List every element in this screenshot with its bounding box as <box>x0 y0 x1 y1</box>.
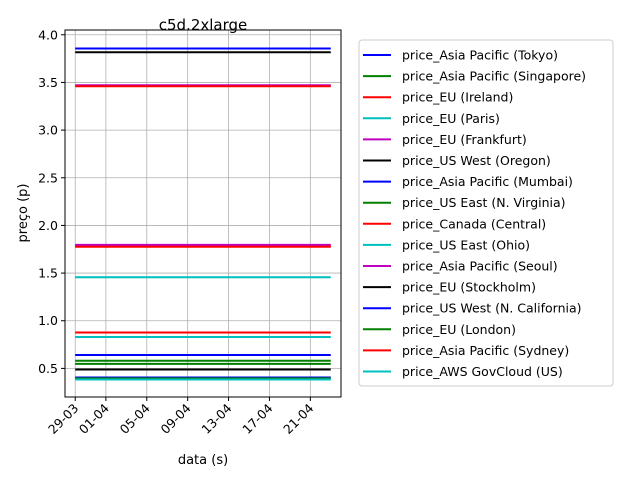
y-tick-label: 4.0 <box>38 27 58 42</box>
legend-label: price_EU (Stockholm) <box>402 280 536 295</box>
legend-label: price_Asia Pacific (Singapore) <box>402 69 586 84</box>
legend-label: price_Asia Pacific (Sydney) <box>402 343 569 358</box>
legend-frame <box>358 39 614 387</box>
legend-label: price_US East (N. Virginia) <box>402 195 566 210</box>
y-axis-label: preço (p) <box>16 184 31 243</box>
x-tick-label: 17-04 <box>239 400 275 436</box>
x-tick-label: 01-04 <box>76 400 112 436</box>
legend-label: price_US West (N. California) <box>402 301 582 316</box>
legend-label: price_US East (Ohio) <box>402 237 530 252</box>
x-tick-label: 21-04 <box>280 400 316 436</box>
legend-label: price_EU (Frankfurt) <box>402 132 527 147</box>
y-tick-label: 2.5 <box>38 170 58 185</box>
legend-label: price_Asia Pacific (Tokyo) <box>402 48 558 63</box>
x-axis-label: data (s) <box>178 453 228 468</box>
y-tick-label: 1.0 <box>38 313 58 328</box>
legend-label: price_EU (Ireland) <box>402 90 513 105</box>
chart-title-group: c5d.2xlarge <box>159 16 248 34</box>
legend-label: price_Canada (Central) <box>402 216 546 231</box>
y-axis: 0.5 1.0 1.5 2.0 2.5 3.0 3.5 4.0 <box>38 27 65 376</box>
legend: price_Asia Pacific (Tokyo) price_Asia Pac… <box>358 39 614 387</box>
y-tick-label: 0.5 <box>38 361 58 376</box>
y-tick-label: 3.5 <box>38 75 58 90</box>
legend-label: price_AWS GovCloud (US) <box>402 364 563 379</box>
legend-label: price_EU (London) <box>402 322 516 337</box>
legend-label: price_Asia Pacific (Seoul) <box>402 259 558 274</box>
legend-label: price_Asia Pacific (Mumbai) <box>402 174 573 189</box>
legend-label: price_EU (Paris) <box>402 111 500 126</box>
grid-layer <box>65 30 341 397</box>
y-tick-label: 2.0 <box>38 218 58 233</box>
x-tick-label: 05-04 <box>117 400 153 436</box>
legend-label: price_US West (Oregon) <box>402 153 551 168</box>
y-tick-label: 3.0 <box>38 123 58 138</box>
x-tick-label: 29-03 <box>45 401 81 437</box>
x-tick-label: 13-04 <box>198 400 234 436</box>
x-tick-label: 09-04 <box>157 400 193 436</box>
y-tick-label: 1.5 <box>38 266 58 281</box>
plot-frame <box>64 29 342 398</box>
chart-title: c5d.2xlarge <box>159 16 248 34</box>
series-layer <box>75 47 331 381</box>
